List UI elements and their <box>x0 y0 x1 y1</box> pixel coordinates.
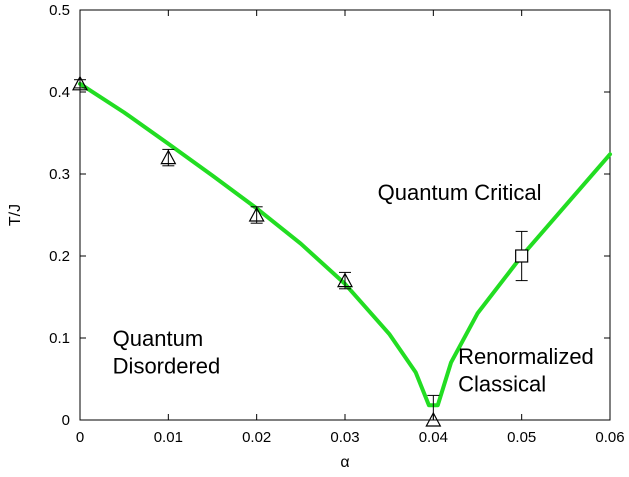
x-axis-label: α <box>340 454 349 471</box>
data-point <box>248 206 265 224</box>
triangle-marker <box>248 206 265 222</box>
x-tick-label: 0.06 <box>595 429 624 446</box>
square-marker <box>515 249 529 263</box>
y-tick-label: 0.2 <box>49 248 70 265</box>
region-label: Renormalized <box>458 344 594 369</box>
axis-ticks <box>79 9 611 421</box>
y-tick-label: 0.4 <box>49 84 70 101</box>
triangle-marker <box>71 75 89 91</box>
y-tick-label: 0 <box>62 412 70 429</box>
region-label: Quantum Critical <box>378 180 542 205</box>
data-point <box>515 230 529 282</box>
data-markers <box>71 75 529 427</box>
triangle-marker <box>160 149 177 165</box>
region-label: Quantum <box>113 326 204 351</box>
x-tick-label: 0.02 <box>242 429 271 446</box>
y-axis-label: T/J <box>7 204 24 226</box>
triangle-marker <box>425 411 442 427</box>
x-tick-label: 0 <box>76 429 84 446</box>
region-label: Disordered <box>113 353 221 378</box>
data-point <box>425 394 442 427</box>
y-tick-label: 0.3 <box>49 166 70 183</box>
phase-boundary-curve <box>78 81 612 408</box>
axis-tick-labels: 0 0.01 0.02 0.03 0.04 0.05 0.06 0 0.1 0.2 0.3 0.4 0.… <box>49 2 624 446</box>
x-tick-label: 0.03 <box>330 429 359 446</box>
region-label: Classical <box>458 371 546 396</box>
data-point <box>336 271 354 290</box>
data-point <box>71 75 89 91</box>
x-tick-label: 0.04 <box>419 429 448 446</box>
y-tick-label: 0.1 <box>49 330 70 347</box>
x-tick-label: 0.05 <box>507 429 536 446</box>
y-tick-label: 0.5 <box>49 2 70 19</box>
data-point <box>160 148 177 167</box>
triangle-marker <box>336 272 354 288</box>
x-tick-label: 0.01 <box>154 429 183 446</box>
